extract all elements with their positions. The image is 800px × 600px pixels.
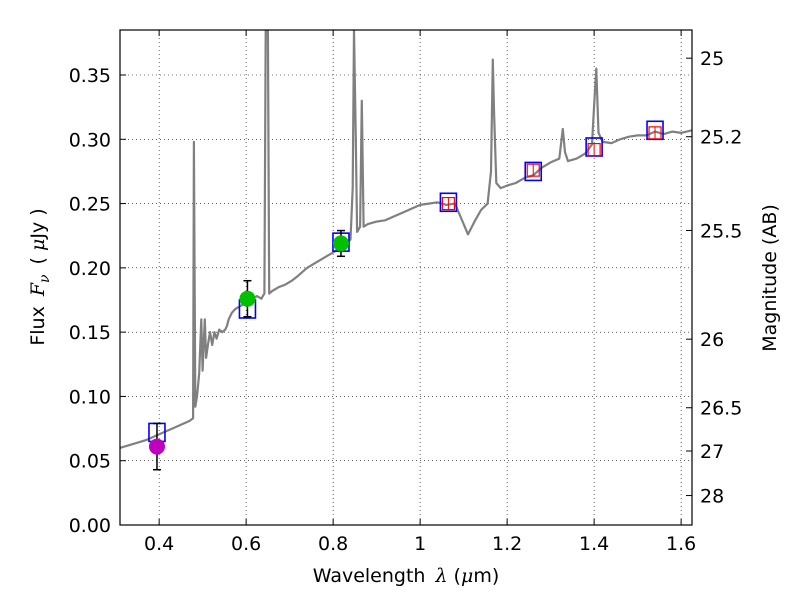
- y-axis-title-text: Flux: [27, 306, 49, 346]
- y-axis-subscript: ν: [37, 274, 53, 283]
- x-tick-label: 1: [414, 533, 426, 555]
- x-tick-label: 1.6: [666, 533, 696, 555]
- x-tick-label: 0.8: [318, 533, 348, 555]
- x-tick-label: 1.2: [492, 533, 522, 555]
- y-tick-label: 0.00: [69, 515, 111, 537]
- photometry-point: [148, 438, 165, 455]
- plot-frame: [119, 29, 693, 526]
- photometry-point: [332, 235, 349, 252]
- x-axis-title: Wavelength λ (μm): [313, 565, 500, 587]
- model-band-square: [439, 192, 458, 213]
- axis-ticks: [120, 30, 692, 526]
- model-band-square: [524, 161, 543, 182]
- y2-tick-label: 25: [700, 48, 724, 70]
- y-tick-label: 0.25: [69, 194, 111, 216]
- x-tick-label: 0.4: [144, 533, 174, 555]
- y2-tick-label: 26.5: [700, 398, 742, 420]
- y-tick-label: 0.20: [69, 258, 111, 280]
- y-axis-symbol: F: [27, 282, 49, 297]
- y-tick-label: 0.15: [69, 322, 111, 344]
- y-tick-label: 0.30: [69, 129, 111, 151]
- y-tick-label: 0.05: [69, 451, 111, 473]
- x-axis-unit-rest: m): [473, 565, 499, 587]
- y-axis-title: Flux Fν ( μJy ): [27, 208, 53, 345]
- x-axis-unit-mu: μ: [461, 565, 473, 587]
- tick-labels: 0.4 0.6 0.8 1 1.2 1.4 1.6 0.00 0.05 0.10 0.15 0.20 0…: [69, 48, 743, 555]
- y2-tick-label: 26: [700, 329, 724, 351]
- y-tick-label: 0.35: [69, 65, 111, 87]
- y-axis-unit-open: (: [27, 251, 49, 264]
- y2-axis-title: Magnitude (AB): [759, 204, 781, 352]
- y-axis-unit-mu: μ: [27, 239, 49, 251]
- y-tick-label: 0.10: [69, 386, 111, 408]
- plot-area: [120, 30, 692, 471]
- y2-tick-label: 28: [700, 486, 724, 508]
- y2-tick-label: 27: [700, 441, 724, 463]
- x-axis-symbol: λ: [434, 565, 447, 587]
- y2-tick-label: 25.5: [700, 220, 742, 242]
- photometry-point: [239, 290, 256, 307]
- y-axis-unit-rest: Jy ): [27, 208, 49, 239]
- grid: [120, 30, 692, 525]
- x-tick-label: 0.6: [231, 533, 261, 555]
- x-axis-title-text: Wavelength: [313, 565, 426, 587]
- x-tick-label: 1.4: [579, 533, 609, 555]
- x-axis-unit-open: (: [448, 565, 461, 587]
- y2-tick-label: 25.2: [700, 127, 742, 149]
- spectrum-line: [120, 30, 692, 449]
